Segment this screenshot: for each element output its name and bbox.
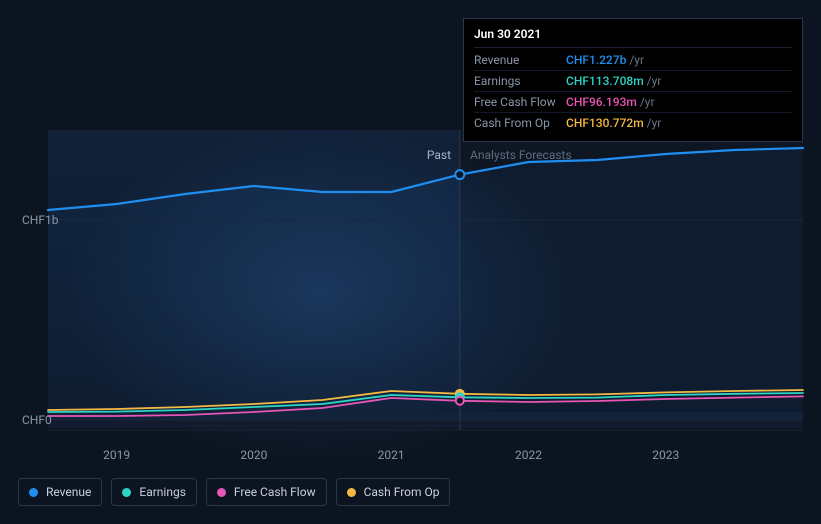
tooltip-row-value: CHF96.193m: [566, 95, 637, 109]
legend-dot-icon: [122, 488, 131, 497]
x-axis-label: 2020: [240, 448, 267, 462]
y-axis-label: CHF1b: [22, 213, 59, 227]
tooltip-row-label: Cash From Op: [474, 116, 566, 130]
legend-label: Free Cash Flow: [234, 485, 316, 499]
x-axis-label: 2022: [515, 448, 542, 462]
tooltip-row-unit: /yr: [629, 53, 644, 67]
x-axis-label: 2021: [378, 448, 405, 462]
legend-dot-icon: [29, 488, 38, 497]
tooltip-row-unit: /yr: [640, 95, 655, 109]
legend-dot-icon: [347, 488, 356, 497]
tooltip-row: RevenueCHF1.227b/yr: [474, 50, 792, 71]
legend-item-cfo[interactable]: Cash From Op: [336, 478, 451, 506]
legend-item-revenue[interactable]: Revenue: [18, 478, 102, 506]
legend-item-earnings[interactable]: Earnings: [111, 478, 197, 506]
tooltip-row-unit: /yr: [647, 74, 662, 88]
tooltip-row: EarningsCHF113.708m/yr: [474, 71, 792, 92]
tooltip-row-value: CHF130.772m: [566, 116, 644, 130]
financial-chart: Jun 30 2021 RevenueCHF1.227b/yrEarningsC…: [0, 0, 821, 524]
tooltip-row-label: Earnings: [474, 74, 566, 88]
tooltip-row-label: Free Cash Flow: [474, 95, 566, 109]
tooltip-row-value: CHF1.227b: [566, 53, 626, 67]
plot-area[interactable]: [48, 130, 803, 430]
tooltip-row: Cash From OpCHF130.772m/yr: [474, 113, 792, 133]
legend-item-fcf[interactable]: Free Cash Flow: [206, 478, 327, 506]
chart-tooltip: Jun 30 2021 RevenueCHF1.227b/yrEarningsC…: [463, 18, 803, 142]
legend: Revenue Earnings Free Cash Flow Cash From O…: [18, 478, 450, 506]
legend-label: Revenue: [46, 485, 91, 499]
x-axis-label: 2019: [103, 448, 130, 462]
x-axis-label: 2023: [652, 448, 679, 462]
tooltip-date: Jun 30 2021: [474, 27, 792, 48]
tooltip-row: Free Cash FlowCHF96.193m/yr: [474, 92, 792, 113]
legend-dot-icon: [217, 488, 226, 497]
legend-label: Cash From Op: [364, 485, 440, 499]
tooltip-row-value: CHF113.708m: [566, 74, 644, 88]
tooltip-row-label: Revenue: [474, 53, 566, 67]
tooltip-row-unit: /yr: [647, 116, 662, 130]
legend-label: Earnings: [139, 485, 186, 499]
y-axis-label: CHF0: [22, 413, 52, 427]
